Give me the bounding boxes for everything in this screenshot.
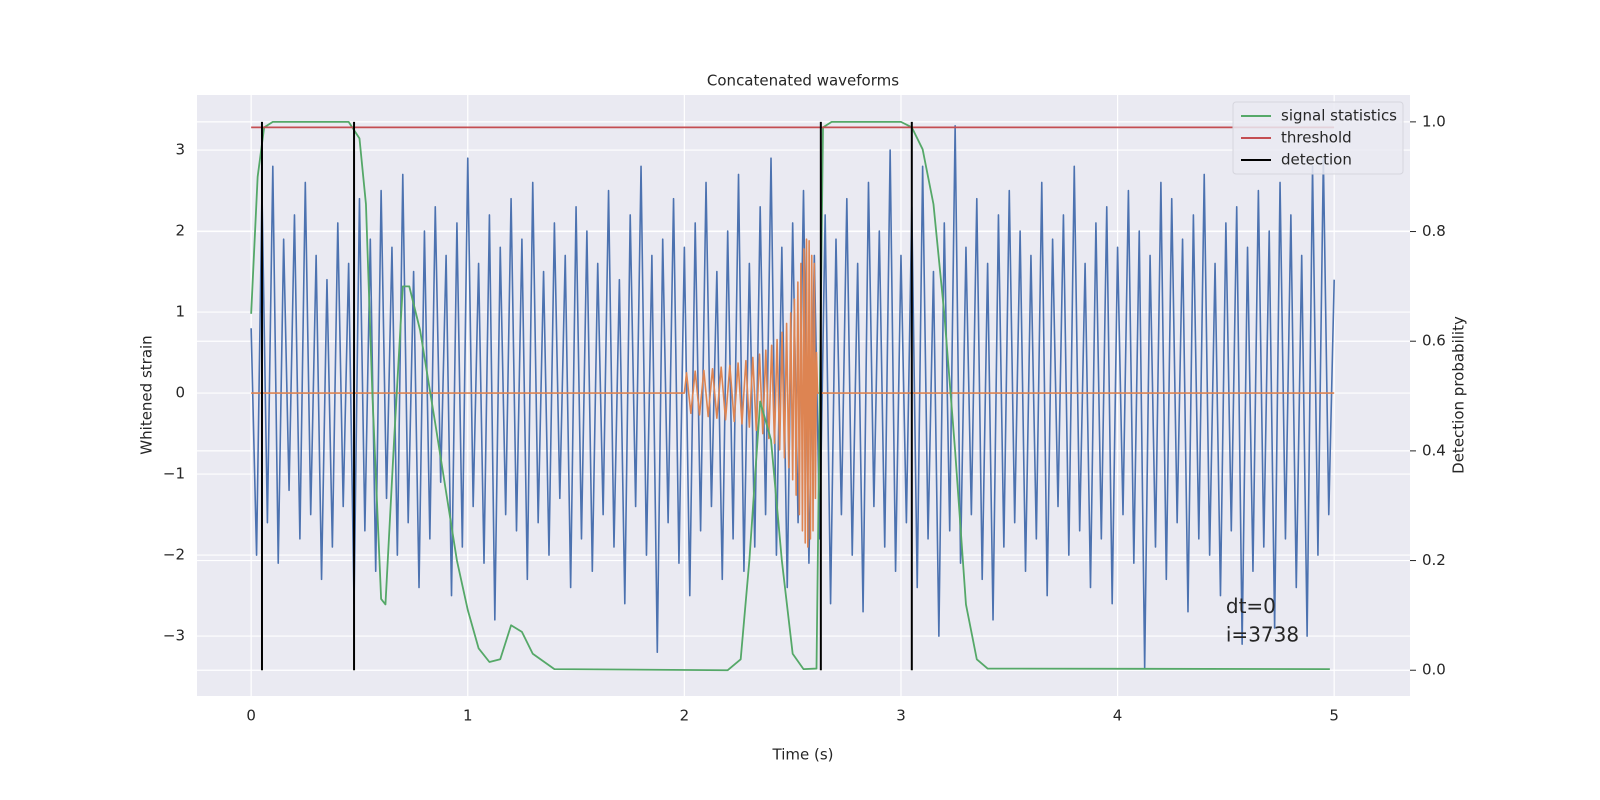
y2-tick-label: 0.0 [1422,661,1446,679]
y-tick-label: −3 [163,627,185,645]
legend-label: threshold [1281,129,1352,147]
y-tick-label: 3 [175,141,185,159]
annotation: i=3738 [1226,623,1299,647]
y2-tick-label: 0.2 [1422,551,1446,569]
y2-tick-label: 0.8 [1422,222,1446,240]
series-line [250,120,1330,672]
annotation: dt=0 [1226,594,1276,618]
chart-title: Concatenated waveforms [707,72,899,90]
x-tick-label: 0 [246,707,256,725]
waveform-line [251,238,1335,548]
y-tick-label: −2 [163,546,185,564]
y-tick-label: 2 [175,222,185,240]
x-tick-label: 3 [896,707,906,725]
y2-tick-label: 0.6 [1422,332,1446,350]
legend-label: detection [1281,151,1352,169]
y2-tick-label: 0.4 [1422,441,1446,459]
x-tick-label: 5 [1329,707,1339,725]
x-tick-label: 4 [1113,707,1123,725]
y-tick-label: 0 [175,384,185,402]
x-axis-label: Time (s) [772,746,834,764]
y-tick-label: −1 [163,465,185,483]
y-axis-label: Whitened strain [138,335,156,454]
legend-label: signal statistics [1281,107,1397,125]
y2-axis-label: Detection probability [1450,316,1468,474]
waveform-line [250,124,1335,670]
y-tick-label: 1 [175,303,185,321]
legend-box [1232,101,1404,175]
y2-tick-label: 1.0 [1422,112,1446,130]
x-tick-label: 1 [463,707,473,725]
x-tick-label: 2 [680,707,690,725]
